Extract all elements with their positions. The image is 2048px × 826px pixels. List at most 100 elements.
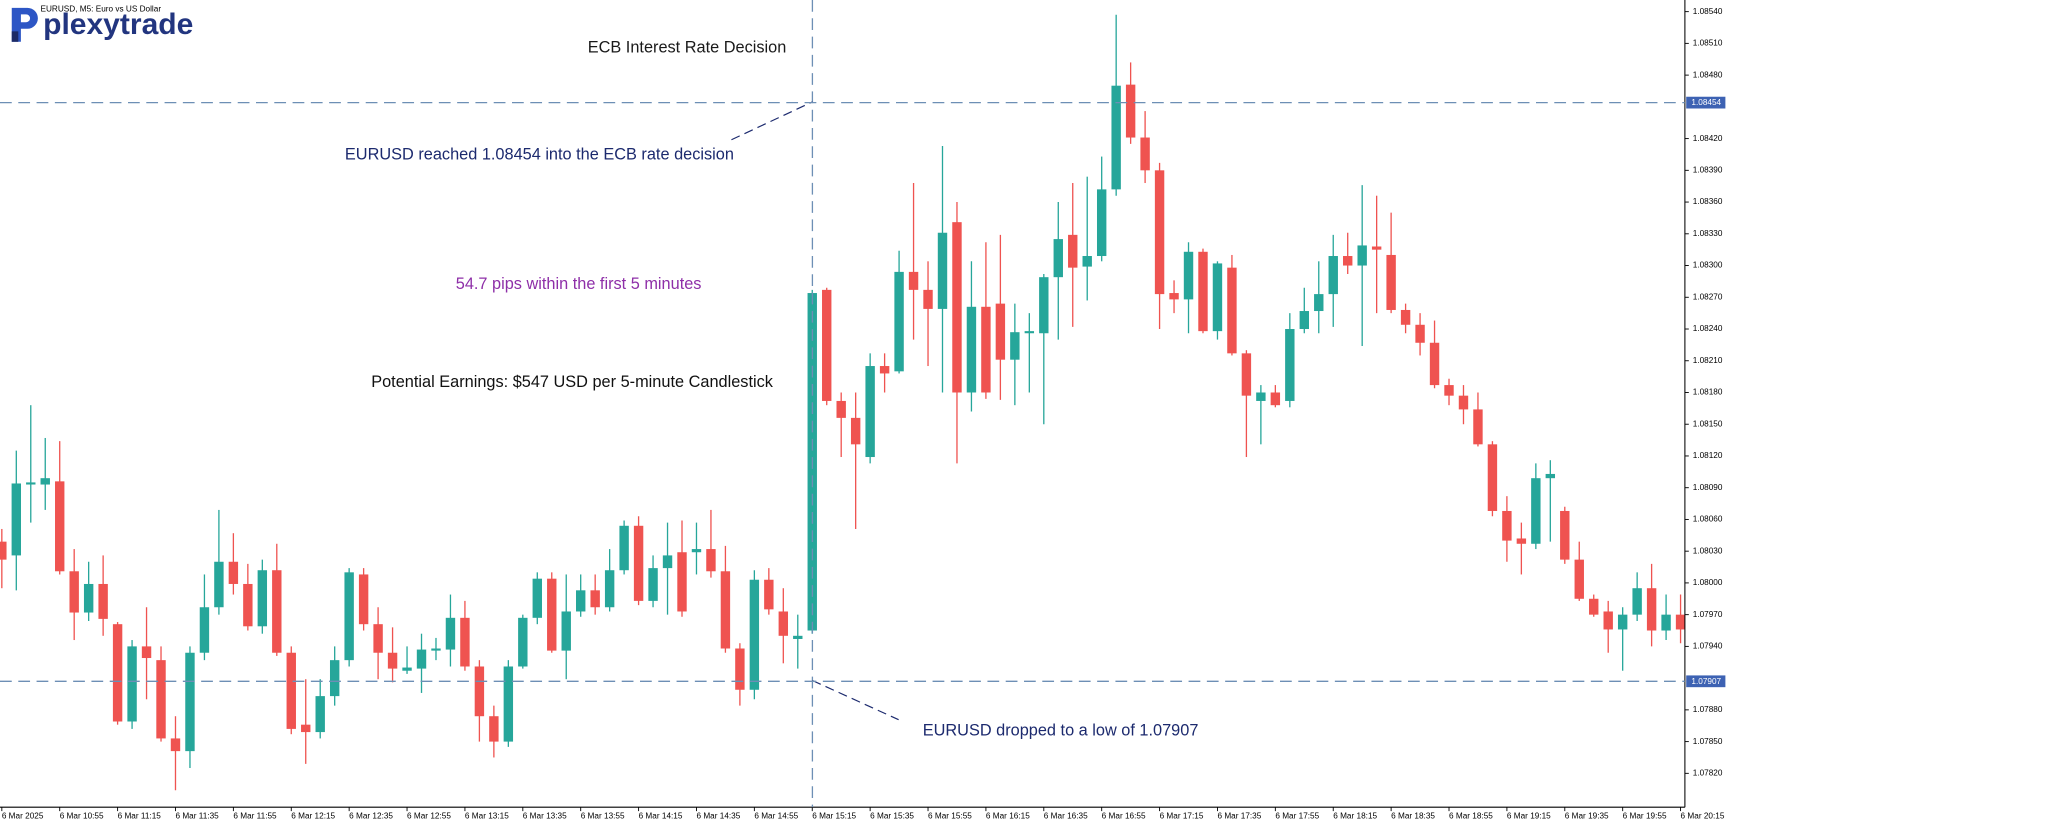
logo-icon <box>11 7 38 42</box>
y-tick-label: 1.07940 <box>1693 642 1723 651</box>
candle-body <box>402 667 412 671</box>
y-tick-label: 1.07880 <box>1693 705 1723 714</box>
x-tick-label: 6 Mar 17:15 <box>1160 812 1204 821</box>
candle-body <box>272 570 282 653</box>
candle-body <box>1154 170 1165 295</box>
candle-body <box>445 617 456 650</box>
candle-body <box>633 525 644 601</box>
x-tick-label: 6 Mar 19:35 <box>1565 812 1609 821</box>
candle-body <box>69 571 79 613</box>
candle-body <box>460 617 470 667</box>
x-tick-label: 6 Mar 12:15 <box>291 812 335 821</box>
annotation: Potential Earnings: $547 USD per 5-minut… <box>371 373 774 391</box>
candle-body <box>0 541 7 560</box>
candle-body <box>301 724 311 733</box>
candle-body <box>822 289 832 401</box>
candle-body <box>1371 246 1382 250</box>
y-tick-label: 1.08270 <box>1693 292 1723 301</box>
candle-body <box>1574 559 1584 599</box>
y-tick-label: 1.08000 <box>1693 578 1723 587</box>
y-tick-label: 1.08330 <box>1693 229 1723 238</box>
candle-body <box>706 549 716 572</box>
candle-body <box>503 666 514 742</box>
x-tick-label: 6 Mar 13:15 <box>465 812 509 821</box>
candle-body <box>793 635 803 639</box>
candle-body <box>1169 293 1179 300</box>
candle-body <box>329 660 340 697</box>
x-tick-label: 6 Mar 11:55 <box>233 812 277 821</box>
level-label-box <box>1686 675 1726 688</box>
y-tick-label: 1.07850 <box>1693 737 1723 746</box>
y-tick-label: 1.08240 <box>1693 324 1723 333</box>
annotation: EURUSD dropped to a low of 1.07907 <box>923 722 1199 740</box>
candle-body <box>735 648 745 690</box>
candle-body <box>315 696 325 733</box>
candle-body <box>489 716 499 742</box>
level-label: 1.07907 <box>1691 677 1721 686</box>
x-tick-label: 6 Mar 18:55 <box>1449 812 1493 821</box>
candle-body <box>286 652 296 729</box>
candle-body <box>1675 614 1685 630</box>
candle-body <box>1024 331 1035 334</box>
symbol-title: EURUSD, M5: Euro vs US Dollar <box>40 4 161 13</box>
y-tick-label: 1.08420 <box>1693 134 1723 143</box>
candle-body <box>257 570 268 627</box>
candle-body <box>98 583 108 619</box>
candle-body <box>1429 342 1440 386</box>
y-tick-label: 1.08390 <box>1693 165 1723 174</box>
candle-body <box>561 611 571 651</box>
candle-body <box>836 400 846 418</box>
y-tick-label: 1.08300 <box>1693 261 1723 270</box>
candle-body <box>749 579 760 690</box>
candle-body <box>1632 588 1642 615</box>
candle-body <box>590 590 600 608</box>
candle-body <box>11 483 22 556</box>
candle-body <box>764 579 774 610</box>
x-tick-label: 6 Mar 15:35 <box>870 812 914 821</box>
candle-body <box>576 590 586 612</box>
candle-body <box>55 481 65 572</box>
candle-body <box>26 482 36 485</box>
y-tick-label: 1.08150 <box>1693 419 1723 428</box>
candle-body <box>1241 353 1252 396</box>
candle-body <box>518 617 528 667</box>
connector <box>731 101 813 141</box>
candle-body <box>1314 294 1324 312</box>
candle-body <box>981 306 991 393</box>
candle-body <box>532 578 542 618</box>
candle-body <box>1183 251 1194 300</box>
x-tick-label: 6 Mar 16:55 <box>1102 812 1146 821</box>
candle-body <box>662 555 673 569</box>
candle-body <box>1039 277 1049 334</box>
connector <box>812 679 899 721</box>
candle-body <box>1096 189 1107 257</box>
candle-body <box>40 478 50 485</box>
candle-body <box>1140 137 1150 171</box>
x-tick-label: 6 Mar 14:15 <box>639 812 683 821</box>
y-tick-label: 1.08540 <box>1693 7 1723 16</box>
y-tick-label: 1.08480 <box>1693 70 1723 79</box>
annotation: EURUSD reached 1.08454 into the ECB rate… <box>345 146 734 164</box>
candle-body <box>228 561 239 584</box>
candle-body <box>1589 598 1599 615</box>
candle-body <box>778 611 789 636</box>
candle-body <box>1198 251 1208 332</box>
candle-body <box>937 232 948 309</box>
candle-body <box>1227 267 1237 354</box>
candle-body <box>1400 309 1411 325</box>
candle-body <box>199 607 210 653</box>
candle-body <box>141 646 152 659</box>
candle-body <box>1603 611 1613 630</box>
level-label-box <box>1686 96 1726 109</box>
annotation: ECB Interest Rate Decision <box>588 39 787 57</box>
candle-body <box>966 306 977 393</box>
x-tick-label: 6 Mar 2025 <box>2 812 44 821</box>
candle-body <box>677 552 687 612</box>
level-label: 1.08454 <box>1691 98 1721 107</box>
candle-body <box>373 624 383 653</box>
y-tick-label: 1.08510 <box>1693 39 1723 48</box>
candle-body <box>185 652 195 752</box>
